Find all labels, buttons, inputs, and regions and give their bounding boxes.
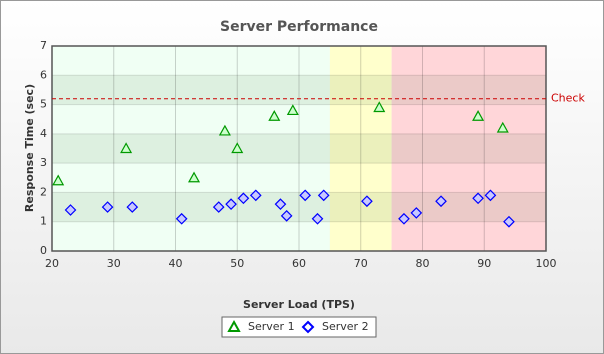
chart-title: Server Performance — [220, 19, 378, 35]
zone — [329, 46, 392, 251]
point — [225, 198, 237, 210]
point — [472, 110, 485, 121]
y-tick-label: 0 — [40, 244, 47, 257]
point — [218, 124, 231, 136]
plot-border — [51, 45, 547, 252]
y-tick-label: 3 — [40, 156, 47, 169]
x-axis-title: Server Load (TPS) — [243, 298, 355, 311]
point — [503, 215, 515, 228]
point — [64, 204, 77, 216]
point — [120, 142, 133, 154]
y-tick-label: 1 — [40, 215, 47, 228]
y-tick-label: 7 — [40, 39, 47, 52]
point — [52, 174, 65, 186]
point — [274, 198, 287, 210]
x-tick-label: 80 — [416, 257, 430, 270]
legend-marker — [301, 320, 315, 334]
point — [286, 104, 299, 116]
x-tick-label: 50 — [230, 257, 244, 270]
y-tick-label: 2 — [40, 185, 47, 198]
point — [410, 207, 423, 219]
y-tick-label: 6 — [40, 68, 47, 81]
point — [231, 142, 244, 154]
point — [212, 201, 225, 213]
point — [496, 121, 509, 133]
y-tick-label: 4 — [40, 127, 47, 140]
x-tick-label: 40 — [169, 257, 183, 270]
point — [280, 210, 293, 222]
point — [435, 195, 447, 208]
point — [175, 212, 188, 225]
legend-box — [221, 316, 377, 338]
point — [268, 110, 281, 121]
y-tick-label: 5 — [40, 98, 47, 111]
point — [188, 171, 201, 183]
point — [101, 201, 114, 213]
point — [398, 212, 410, 225]
point — [373, 101, 386, 113]
x-tick-label: 90 — [477, 257, 491, 270]
point — [237, 192, 250, 205]
point — [311, 212, 324, 225]
point — [472, 192, 484, 205]
point — [299, 189, 312, 202]
point — [361, 195, 373, 208]
x-tick-label: 70 — [354, 257, 368, 270]
legend-label: Server 2 — [322, 320, 369, 333]
legend-label: Server 1 — [248, 320, 295, 333]
x-tick-label: 60 — [292, 257, 306, 270]
point — [249, 189, 262, 202]
grid-band — [52, 75, 546, 105]
x-tick-label: 20 — [45, 257, 59, 270]
legend-marker — [227, 319, 241, 332]
y-axis-title: Response Time (sec) — [23, 84, 36, 212]
x-tick-label: 30 — [107, 257, 121, 270]
point — [484, 189, 497, 202]
trendline-label: Check — [551, 92, 585, 105]
point — [317, 189, 330, 202]
x-tick-label: 100 — [536, 257, 557, 270]
grid-band — [52, 133, 546, 164]
point — [126, 201, 139, 213]
